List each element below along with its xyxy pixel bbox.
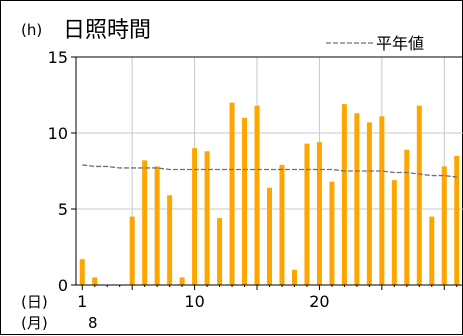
bar-series bbox=[79, 102, 460, 286]
bar bbox=[204, 151, 210, 285]
y-tick-label: 10 bbox=[48, 124, 68, 143]
bar bbox=[267, 187, 272, 285]
bar bbox=[366, 122, 372, 285]
x-axis-month-prefix: (月) bbox=[21, 314, 48, 332]
y-tick-label: 0 bbox=[58, 276, 68, 295]
bar bbox=[304, 143, 310, 285]
axes bbox=[71, 56, 463, 290]
bar bbox=[229, 102, 235, 285]
bar bbox=[404, 149, 410, 285]
bar bbox=[192, 148, 198, 285]
bar bbox=[217, 218, 223, 285]
x-axis-day-prefix: (日) bbox=[21, 293, 48, 311]
y-tick-label: 5 bbox=[58, 200, 68, 219]
x-tick-label: 20 bbox=[309, 292, 329, 311]
bar bbox=[354, 113, 360, 286]
bar bbox=[429, 216, 435, 285]
bar bbox=[142, 160, 148, 285]
x-tick-label: 1 bbox=[77, 292, 87, 311]
bar bbox=[416, 105, 422, 285]
bar bbox=[441, 166, 447, 285]
bar bbox=[379, 116, 385, 285]
x-tick-labels: 1 10 20 bbox=[77, 292, 329, 311]
bar bbox=[279, 164, 285, 285]
bar bbox=[242, 117, 248, 285]
bar bbox=[391, 180, 397, 285]
legend-label-normal: 平年値 bbox=[376, 34, 424, 53]
bar bbox=[179, 277, 185, 285]
bar bbox=[454, 155, 460, 285]
bar bbox=[154, 166, 160, 285]
bar bbox=[254, 105, 260, 285]
bar bbox=[92, 277, 98, 285]
normal-line bbox=[82, 164, 457, 178]
x-tick-label: 10 bbox=[184, 292, 204, 311]
bar bbox=[329, 181, 335, 285]
y-tick-labels: 0 5 10 15 bbox=[48, 48, 68, 295]
bar bbox=[129, 216, 135, 285]
bar bbox=[291, 269, 297, 285]
chart-title: 日照時間 bbox=[63, 18, 151, 43]
unit-label: (h) bbox=[21, 21, 42, 39]
bar bbox=[167, 195, 173, 285]
bar bbox=[341, 104, 347, 286]
y-tick-label: 15 bbox=[48, 48, 68, 67]
x-axis-month-label: 8 bbox=[88, 314, 98, 332]
bar bbox=[79, 259, 85, 285]
bar bbox=[316, 142, 322, 285]
